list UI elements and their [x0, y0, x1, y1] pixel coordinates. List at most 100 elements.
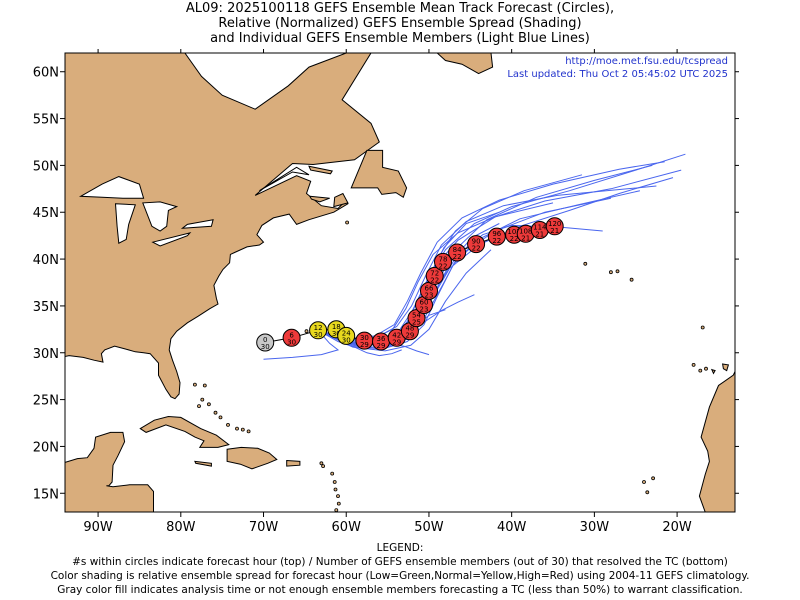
islet: [698, 368, 703, 373]
islet: [704, 366, 708, 371]
islet: [336, 501, 341, 506]
track-circle: [487, 227, 506, 246]
forecast-hour-label: 30: [360, 334, 369, 342]
forecast-hour-label: 42: [392, 331, 401, 339]
legend-line-2: Color shading is relative ensemble sprea…: [50, 570, 750, 582]
forecast-hour-label: 102: [507, 228, 520, 236]
islet: [213, 410, 218, 415]
member-count-label: 22: [439, 262, 448, 270]
cape-breton: [333, 192, 349, 208]
islet: [240, 427, 245, 432]
islet: [206, 402, 211, 407]
islet: [642, 480, 646, 484]
x-tick-label: 80W: [166, 520, 196, 535]
member-count-label: 25: [412, 319, 421, 327]
mexico-yucatan: [65, 431, 154, 512]
member-count-label: 30: [332, 330, 341, 338]
x-tick-label: 50W: [414, 520, 444, 535]
land-layer: [65, 53, 735, 512]
islet: [333, 487, 338, 492]
member-count-label: 22: [510, 235, 519, 243]
islet: [197, 404, 201, 409]
islet: [345, 220, 350, 225]
forecast-hour-label: 0: [263, 336, 267, 344]
puerto-rico: [286, 459, 301, 467]
forecast-hour-label: 18: [332, 323, 341, 331]
map-frame: [64, 52, 736, 513]
forecast-hour-label: 36: [377, 335, 386, 343]
member-count-label: 29: [405, 332, 414, 340]
track-circle: [309, 321, 328, 340]
y-tick-label: 60N: [33, 66, 59, 81]
islet: [651, 476, 655, 481]
ensemble-member-track: [263, 329, 340, 360]
islet: [645, 490, 650, 495]
ensemble-member-track: [317, 329, 402, 357]
member-count-label: 29: [392, 338, 401, 346]
x-tick-label: 70W: [249, 520, 279, 535]
islet: [330, 471, 335, 476]
forecast-hour-label: 84: [453, 246, 462, 254]
forecast-hour-label: 60: [420, 299, 429, 307]
member-count-label: 30: [314, 331, 323, 339]
member-count-label: 22: [492, 237, 501, 245]
islet: [334, 508, 339, 512]
y-tick-label: 15N: [33, 487, 59, 502]
forecast-hour-label: 6: [289, 331, 294, 339]
anticosti: [308, 165, 333, 175]
forecast-hour-label: 120: [548, 220, 561, 228]
map-title-line-3: and Individual GEFS Ensemble Members (Li…: [210, 31, 590, 46]
greenland: [436, 53, 494, 75]
forecast-hour-label: 114: [533, 224, 547, 232]
gulf-st-lawrence-water: [259, 166, 310, 192]
map-title-line-1: AL09: 2025100118 GEFS Ensemble Mean Trac…: [185, 1, 615, 16]
member-count-label: 30: [287, 338, 296, 346]
x-tick-label: 40W: [497, 520, 527, 535]
y-tick-label: 50N: [33, 159, 59, 174]
x-tick-label: 60W: [332, 520, 362, 535]
canary-fuerteventura: [721, 363, 730, 372]
map-title-line-2: Relative (Normalized) GEFS Ensemble Spre…: [218, 16, 582, 31]
y-tick-label: 40N: [33, 253, 59, 268]
islet: [583, 261, 588, 266]
islet: [336, 494, 340, 499]
member-count-label: 21: [521, 234, 530, 242]
y-tick-label: 55N: [33, 113, 59, 128]
forecast-hour-label: 66: [425, 284, 434, 292]
member-count-label: 29: [377, 342, 386, 350]
islet: [200, 397, 205, 402]
member-count-label: 30: [342, 336, 351, 344]
ensemble-member-track: [317, 190, 641, 350]
x-tick-label: 90W: [83, 520, 113, 535]
hispaniola: [226, 446, 278, 470]
cuba: [139, 415, 230, 448]
forecast-hour-label: 108: [519, 227, 532, 235]
islet: [246, 429, 251, 434]
member-count-label: 30: [261, 343, 270, 351]
track-circle: [256, 333, 275, 352]
pei: [308, 195, 330, 203]
legend-heading: LEGEND:: [376, 542, 424, 554]
forecast-hour-label: 72: [430, 269, 439, 277]
track-circle: [282, 328, 301, 347]
islet: [304, 329, 309, 334]
member-count-label: 23: [425, 291, 434, 299]
legend-line-3: Gray color fill indicates analysis time …: [57, 584, 743, 596]
forecast-hour-label: 54: [412, 312, 421, 320]
islet: [629, 277, 634, 282]
islet: [218, 415, 223, 420]
member-count-label: 22: [472, 245, 481, 253]
islet: [332, 480, 337, 484]
